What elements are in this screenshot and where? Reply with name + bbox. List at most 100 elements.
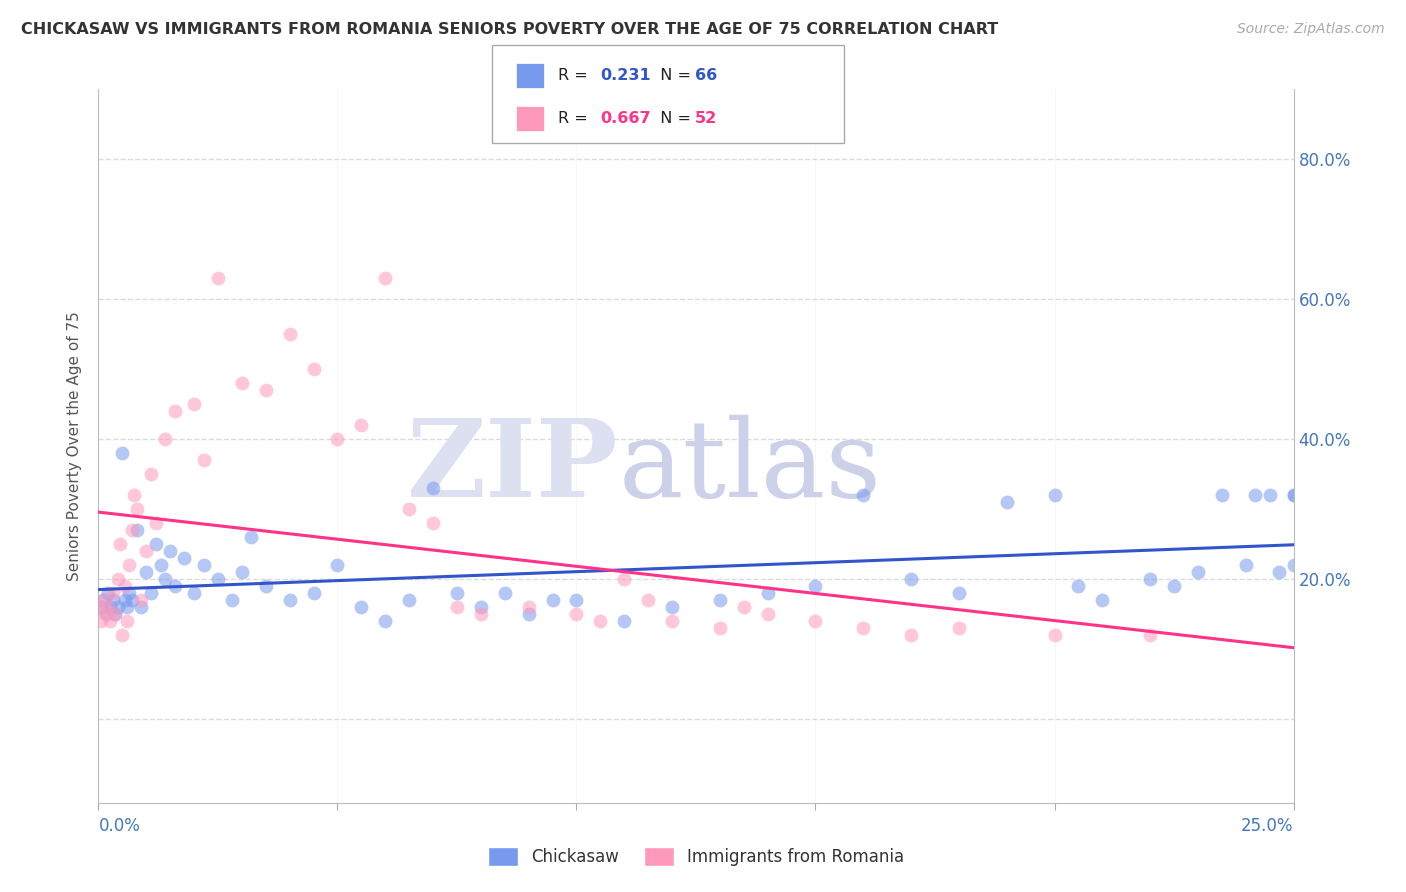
Point <box>101 586 124 600</box>
Point <box>254 383 277 397</box>
Point <box>517 599 540 614</box>
Point <box>90 599 112 614</box>
Point <box>637 593 659 607</box>
Point <box>163 404 186 418</box>
Point <box>494 586 516 600</box>
Text: Source: ZipAtlas.com: Source: ZipAtlas.com <box>1237 22 1385 37</box>
Point <box>709 621 731 635</box>
Point <box>115 599 138 614</box>
Point <box>302 586 325 600</box>
Point <box>231 376 253 390</box>
Point <box>1139 628 1161 642</box>
Text: 0.231: 0.231 <box>600 69 651 83</box>
Point <box>613 572 636 586</box>
Text: 0.0%: 0.0% <box>98 817 141 835</box>
Point <box>613 614 636 628</box>
Point <box>733 599 755 614</box>
Point <box>398 593 420 607</box>
Point <box>756 586 779 600</box>
Point <box>709 593 731 607</box>
Text: 52: 52 <box>695 112 717 126</box>
Text: atlas: atlas <box>619 415 882 520</box>
Point <box>1211 488 1233 502</box>
Point <box>541 593 564 607</box>
Point <box>155 572 177 586</box>
Point <box>131 599 153 614</box>
Point <box>183 586 205 600</box>
Point <box>517 607 540 621</box>
Point <box>121 593 143 607</box>
Point <box>149 558 172 572</box>
Point <box>145 516 167 530</box>
Point <box>1187 565 1209 579</box>
Text: N =: N = <box>650 69 696 83</box>
Point <box>254 579 277 593</box>
Point <box>1282 558 1305 572</box>
Point <box>131 593 153 607</box>
Y-axis label: Seniors Poverty Over the Age of 75: Seniors Poverty Over the Age of 75 <box>67 311 83 581</box>
Point <box>302 362 325 376</box>
Point <box>125 523 148 537</box>
Point <box>1258 488 1281 502</box>
Point <box>98 614 122 628</box>
Point <box>98 599 122 614</box>
Point <box>374 614 396 628</box>
Point <box>163 579 186 593</box>
Text: ZIP: ZIP <box>406 415 619 520</box>
Point <box>139 467 162 481</box>
Point <box>1139 572 1161 586</box>
Text: 66: 66 <box>695 69 717 83</box>
Point <box>231 565 253 579</box>
Point <box>121 523 143 537</box>
Point <box>221 593 243 607</box>
Point <box>107 572 129 586</box>
Text: R =: R = <box>558 69 593 83</box>
Point <box>145 537 167 551</box>
Point <box>111 446 134 460</box>
Point <box>350 599 373 614</box>
Text: 25.0%: 25.0% <box>1241 817 1294 835</box>
Point <box>1091 593 1114 607</box>
Point <box>1234 558 1257 572</box>
Point <box>135 544 157 558</box>
Point <box>589 614 612 628</box>
Point <box>374 271 396 285</box>
Point <box>852 621 875 635</box>
Point <box>1268 565 1291 579</box>
Point <box>124 488 146 502</box>
Point <box>97 599 120 614</box>
Point <box>90 614 112 628</box>
Text: N =: N = <box>650 112 696 126</box>
Point <box>125 502 148 516</box>
Point <box>173 550 195 565</box>
Point <box>87 599 110 614</box>
Point <box>398 502 420 516</box>
Point <box>1244 488 1267 502</box>
Point <box>326 558 349 572</box>
Point <box>193 558 215 572</box>
Point <box>240 530 263 544</box>
Point <box>183 397 205 411</box>
Point <box>995 495 1018 509</box>
Point <box>104 607 127 621</box>
Point <box>139 586 162 600</box>
Point <box>1043 628 1066 642</box>
Point <box>114 579 136 593</box>
Text: 0.667: 0.667 <box>600 112 651 126</box>
Point <box>1282 488 1305 502</box>
Point <box>97 586 120 600</box>
Point <box>804 614 827 628</box>
Point <box>900 572 922 586</box>
Point <box>135 565 157 579</box>
Point <box>661 614 683 628</box>
Point <box>101 593 124 607</box>
Point <box>422 481 444 495</box>
Point <box>446 586 468 600</box>
Point <box>1067 579 1090 593</box>
Point <box>207 271 229 285</box>
Point <box>193 453 215 467</box>
Point <box>470 607 492 621</box>
Point <box>118 586 141 600</box>
Point <box>852 488 875 502</box>
Point <box>1043 488 1066 502</box>
